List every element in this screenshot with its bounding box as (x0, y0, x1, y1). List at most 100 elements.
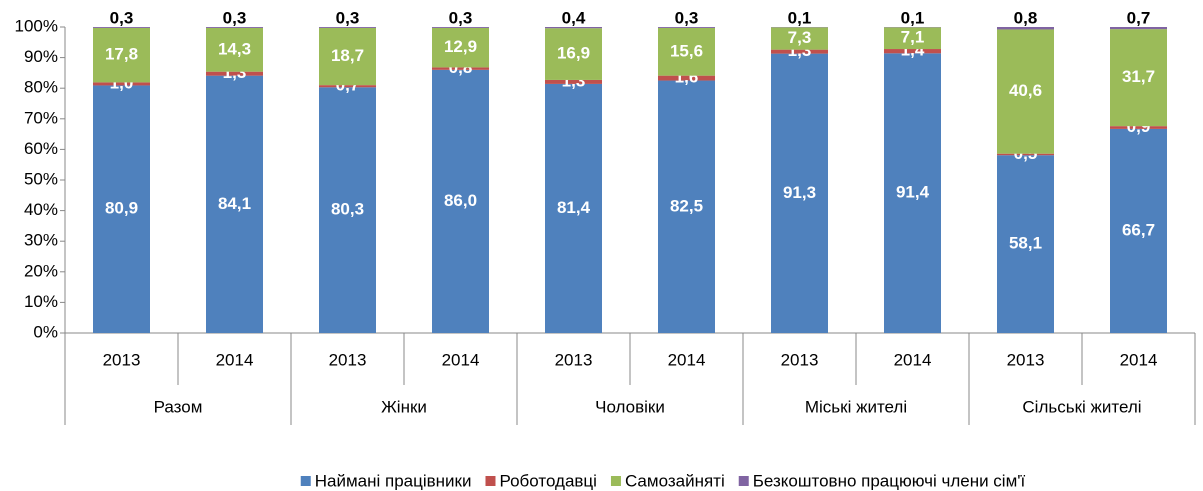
x-tick-label: 2013 (781, 350, 819, 369)
y-tick-label: 30% (24, 231, 58, 250)
bar-segment (206, 71, 263, 76)
x-tick-label: 2014 (442, 350, 480, 369)
group-label: Жінки (381, 397, 427, 416)
legend-label: Безкоштовно працюючі члени сім'ї (753, 471, 1026, 490)
data-label: 0,1 (901, 8, 925, 27)
data-label: 0,7 (1127, 8, 1151, 27)
data-label: 82,5 (670, 196, 703, 215)
bar-segment (432, 27, 489, 68)
bar-segment (545, 28, 602, 80)
data-label: 58,1 (1009, 234, 1042, 253)
data-label: 0,1 (788, 8, 812, 27)
y-tick-label: 70% (24, 108, 58, 127)
data-label: 0,3 (675, 8, 699, 27)
data-label: 80,3 (331, 200, 364, 219)
data-label: 0,3 (223, 8, 247, 27)
bar-segment (771, 27, 828, 50)
x-tick-label: 2014 (668, 350, 706, 369)
legend-swatch (485, 476, 496, 486)
bar-segment (771, 49, 828, 54)
data-label: 7,1 (901, 28, 925, 47)
group-label: Чоловіки (595, 397, 665, 416)
data-label: 86,0 (444, 191, 477, 210)
bar-segment (545, 83, 602, 333)
data-label: 0,8 (1014, 8, 1038, 27)
legend-label: Наймані працівники (315, 471, 472, 490)
data-label: 31,7 (1122, 67, 1155, 86)
legend-swatch (738, 476, 749, 486)
data-label: 66,7 (1122, 220, 1155, 239)
bar-segment (432, 67, 489, 70)
bar-segment (997, 155, 1054, 333)
bar-segment (997, 153, 1054, 156)
bar-segment (93, 27, 150, 28)
data-label: 81,4 (557, 198, 591, 217)
bar-segment (1110, 126, 1167, 129)
legend-label: Самозайняті (625, 471, 725, 490)
x-tick-label: 2014 (1120, 350, 1158, 369)
bar-segment (93, 27, 150, 83)
bar-segment (884, 53, 941, 333)
data-label: 15,6 (670, 41, 703, 60)
bar-segment (319, 87, 376, 333)
data-label: 12,9 (444, 37, 477, 56)
data-label: 16,9 (557, 44, 590, 63)
x-tick-label: 2014 (894, 350, 932, 369)
bar-segment (93, 85, 150, 333)
bar-segment (206, 27, 263, 28)
bar-segment (432, 69, 489, 333)
bar-segment (997, 29, 1054, 154)
data-label: 14,3 (218, 39, 251, 58)
data-label: 17,8 (105, 45, 138, 64)
data-label: 80,9 (105, 199, 138, 218)
group-label: Сільські жителі (1022, 397, 1141, 416)
bar-segment (884, 27, 941, 50)
group-label: Міські жителі (805, 397, 907, 416)
y-tick-label: 0% (33, 322, 58, 341)
x-tick-label: 2013 (329, 350, 367, 369)
x-tick-label: 2013 (555, 350, 593, 369)
y-tick-label: 60% (24, 139, 58, 158)
y-tick-label: 100% (15, 16, 58, 35)
legend-label: Роботодавці (499, 471, 596, 490)
x-tick-label: 2014 (216, 350, 254, 369)
x-tick-label: 2013 (1007, 350, 1045, 369)
bar-segment (93, 82, 150, 86)
y-tick-label: 10% (24, 292, 58, 311)
bar-segment (1110, 27, 1167, 30)
legend-swatch (300, 476, 311, 486)
bar-segment (658, 80, 715, 333)
data-label: 0,3 (110, 8, 134, 27)
data-label: 91,4 (896, 183, 930, 202)
y-tick-label: 90% (24, 47, 58, 66)
data-label: 18,7 (331, 46, 364, 65)
x-tick-label: 2013 (103, 350, 141, 369)
bar-segment (432, 27, 489, 28)
bar-segment (771, 53, 828, 333)
bar-segment (658, 27, 715, 28)
data-label: 0,3 (336, 8, 360, 27)
bar-segment (206, 75, 263, 334)
bar-segment (545, 27, 602, 29)
bar-segment (884, 49, 941, 54)
data-label: 84,1 (218, 194, 251, 213)
bar-segment (658, 27, 715, 76)
bar-segment (1110, 128, 1167, 333)
group-label: Разом (154, 397, 203, 416)
data-label: 7,3 (788, 28, 812, 47)
data-label: 0,4 (562, 8, 586, 27)
legend-swatch (610, 476, 621, 486)
bar-segment (319, 85, 376, 88)
bar-segment (545, 79, 602, 84)
data-label: 91,3 (783, 183, 816, 202)
y-tick-label: 20% (24, 261, 58, 280)
bar-segment (206, 27, 263, 72)
bar-segment (319, 27, 376, 86)
y-tick-label: 50% (24, 169, 58, 188)
bar-segment (658, 75, 715, 81)
bar-segment (319, 27, 376, 28)
bar-segment (1110, 29, 1167, 127)
y-tick-label: 40% (24, 200, 58, 219)
data-label: 40,6 (1009, 81, 1042, 100)
